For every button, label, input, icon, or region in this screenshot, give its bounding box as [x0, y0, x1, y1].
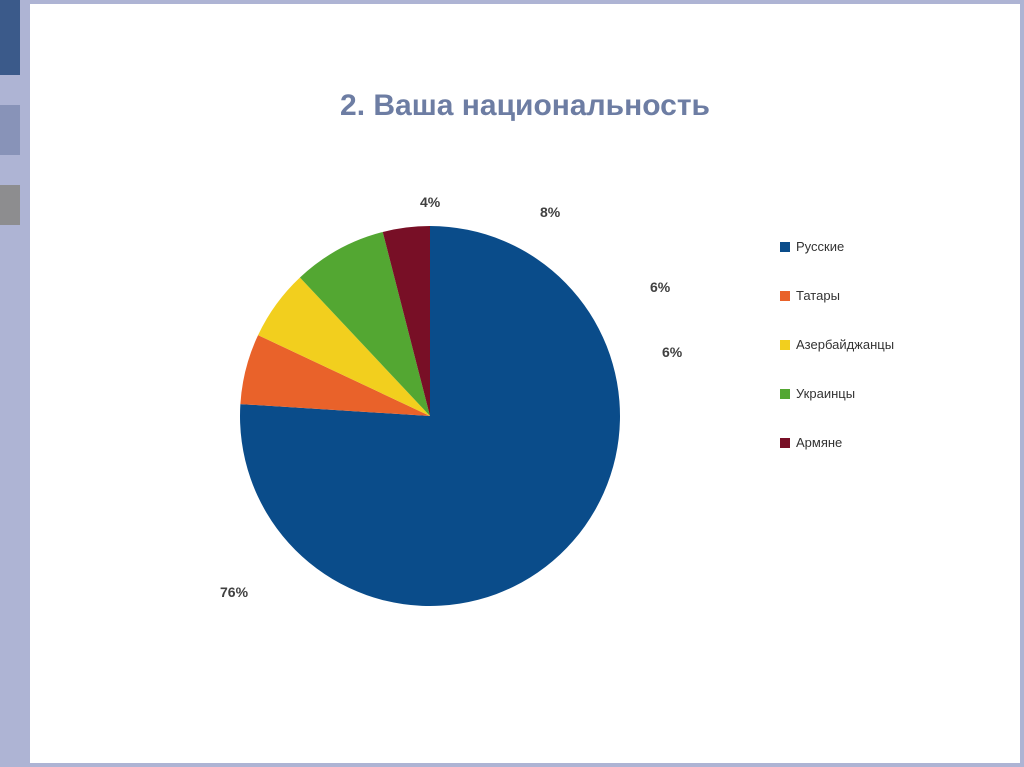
- legend-item-1: Татары: [780, 288, 894, 303]
- legend-label-4: Армяне: [796, 435, 842, 450]
- legend-swatch-0: [780, 242, 790, 252]
- slide-card: 2. Ваша национальность Русские Татары Азер…: [30, 4, 1020, 763]
- legend-swatch-4: [780, 438, 790, 448]
- legend-swatch-3: [780, 389, 790, 399]
- pie-data-label-0: 76%: [220, 584, 248, 600]
- page-background: 2. Ваша национальность Русские Татары Азер…: [0, 0, 1024, 767]
- legend-label-0: Русские: [796, 239, 844, 254]
- sidebar-accent-bar-1: [0, 105, 20, 155]
- legend-item-4: Армяне: [780, 435, 894, 450]
- legend: Русские Татары Азербайджанцы Украинцы Армяне: [780, 239, 894, 484]
- pie-chart: [238, 224, 622, 613]
- legend-swatch-2: [780, 340, 790, 350]
- pie-data-label-3: 8%: [540, 204, 560, 220]
- legend-label-1: Татары: [796, 288, 840, 303]
- pie-svg: [238, 224, 622, 608]
- legend-item-3: Украинцы: [780, 386, 894, 401]
- legend-label-3: Украинцы: [796, 386, 855, 401]
- pie-data-label-2: 6%: [650, 279, 670, 295]
- sidebar-accent-bar-0: [0, 0, 20, 75]
- pie-data-label-4: 4%: [420, 194, 440, 210]
- sidebar-accent-bar-2: [0, 185, 20, 225]
- legend-swatch-1: [780, 291, 790, 301]
- legend-item-2: Азербайджанцы: [780, 337, 894, 352]
- legend-item-0: Русские: [780, 239, 894, 254]
- chart-title: 2. Ваша национальность: [30, 89, 1020, 123]
- legend-label-2: Азербайджанцы: [796, 337, 894, 352]
- pie-data-label-1: 6%: [662, 344, 682, 360]
